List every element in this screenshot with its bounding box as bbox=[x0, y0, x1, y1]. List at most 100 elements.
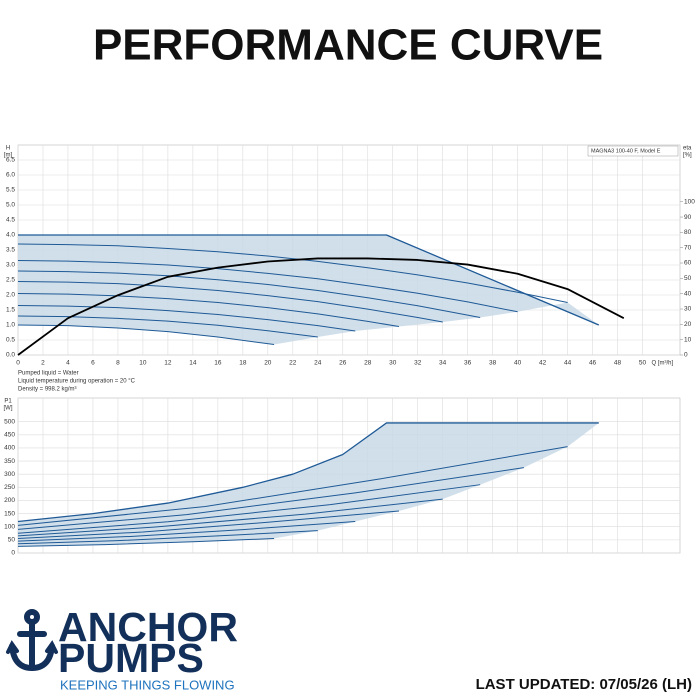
y-tick-label: 4.0 bbox=[6, 232, 15, 239]
curve bbox=[17, 243, 568, 303]
x-tick-label: 42 bbox=[539, 360, 547, 367]
y2-tick-label: 40 bbox=[684, 290, 692, 297]
x-tick-label: 2 bbox=[41, 360, 45, 367]
curve bbox=[17, 281, 443, 323]
y-tick-label: 3.5 bbox=[6, 247, 15, 254]
y-tick-label: 5.0 bbox=[6, 202, 15, 209]
logo-tagline: KEEPING THINGS FLOWING bbox=[60, 677, 235, 692]
x-tick-label: 20 bbox=[264, 360, 272, 367]
x-tick-label: 10 bbox=[139, 360, 147, 367]
y-tick-label: 0.5 bbox=[6, 337, 15, 344]
x-tick-label: 46 bbox=[589, 360, 597, 367]
y-tick-label: 5.5 bbox=[6, 187, 15, 194]
y2-tick-label: 70 bbox=[684, 244, 692, 251]
charts: 0 2 4 6 8 10 12 14 16 18 20 22 24 26 28 30 32 34 36 38 40 42 4… bbox=[4, 144, 695, 557]
x-tick-label: 6 bbox=[91, 360, 95, 367]
y-tick-label: 300 bbox=[4, 471, 15, 478]
curve bbox=[17, 538, 275, 547]
y2-tick-label: 60 bbox=[684, 260, 692, 267]
last-updated: LAST UPDATED: 07/05/26 (LH) bbox=[476, 676, 692, 693]
x-tick-label: 16 bbox=[214, 360, 222, 367]
x-axis-label: Q [m³/h] bbox=[652, 361, 674, 367]
curve bbox=[17, 520, 356, 542]
y-tick-label: 500 bbox=[4, 418, 15, 425]
x-tick-label: 34 bbox=[439, 360, 447, 367]
curve bbox=[17, 510, 400, 540]
x-tick-label: 32 bbox=[414, 360, 422, 367]
x-tick-label: 40 bbox=[514, 360, 522, 367]
y-tick-label: 0 bbox=[11, 550, 15, 557]
y-axis-label: [W] bbox=[4, 406, 13, 412]
y-tick-label: 200 bbox=[4, 497, 15, 504]
curve bbox=[17, 270, 481, 318]
efficiency-curve bbox=[17, 257, 625, 356]
x-tick-label: 4 bbox=[66, 360, 70, 367]
curve bbox=[17, 324, 275, 345]
curve bbox=[17, 467, 524, 530]
note: Density = 998.2 kg/m³ bbox=[18, 387, 77, 393]
y2-tick-label: 80 bbox=[684, 229, 692, 236]
curve bbox=[18, 234, 600, 326]
y-tick-label: 6.0 bbox=[6, 172, 15, 179]
x-tick-label: 28 bbox=[364, 360, 372, 367]
y-axis-label: H bbox=[6, 146, 10, 152]
y-tick-label: 1.0 bbox=[6, 322, 15, 329]
page-title: PERFORMANCE CURVE bbox=[93, 21, 603, 70]
x-tick-label: 30 bbox=[389, 360, 397, 367]
curve bbox=[17, 260, 518, 313]
y2-axis-label: [%] bbox=[683, 153, 692, 159]
y2-tick-label: 90 bbox=[684, 214, 692, 221]
y-tick-label: 450 bbox=[4, 431, 15, 438]
y2-tick-label: 50 bbox=[684, 275, 692, 282]
operating-range bbox=[18, 422, 599, 547]
y2-tick-label: 0 bbox=[684, 352, 688, 359]
note: Liquid temperature during operation = 20… bbox=[18, 379, 136, 385]
x-tick-label: 8 bbox=[116, 360, 120, 367]
y-tick-label: 4.5 bbox=[6, 217, 15, 224]
y2-tick-label: 30 bbox=[684, 306, 692, 313]
x-tick-label: 36 bbox=[464, 360, 472, 367]
y2-tick-label: 10 bbox=[684, 336, 692, 343]
curve bbox=[17, 315, 318, 338]
y-axis-label: [m] bbox=[4, 153, 13, 159]
annotation: MAGNA3 100-40 F, Model E bbox=[591, 148, 661, 154]
y2-tick-label: 20 bbox=[684, 321, 692, 328]
x-tick-label: 24 bbox=[314, 360, 322, 367]
curve bbox=[17, 305, 356, 332]
y-tick-label: 100 bbox=[4, 523, 15, 530]
x-tick-label: 48 bbox=[614, 360, 622, 367]
y-tick-label: 2.5 bbox=[6, 277, 15, 284]
curve bbox=[17, 530, 318, 545]
x-tick-label: 14 bbox=[189, 360, 197, 367]
y-tick-label: 1.5 bbox=[6, 307, 15, 314]
y-tick-label: 0.0 bbox=[6, 352, 15, 359]
x-tick-label: 0 bbox=[16, 360, 20, 367]
x-tick-label: 26 bbox=[339, 360, 347, 367]
logo-text: PUMPS bbox=[58, 635, 204, 681]
y-tick-label: 2.0 bbox=[6, 292, 15, 299]
curve bbox=[17, 422, 599, 523]
logo-text: ANCHOR bbox=[58, 604, 238, 650]
curve bbox=[17, 484, 481, 534]
x-tick-label: 18 bbox=[239, 360, 247, 367]
y-tick-label: 350 bbox=[4, 458, 15, 465]
x-tick-label: 22 bbox=[289, 360, 297, 367]
y-tick-label: 6.5 bbox=[6, 157, 15, 164]
curve bbox=[17, 498, 443, 537]
y-tick-label: 250 bbox=[4, 484, 15, 491]
y2-axis-label: eta bbox=[683, 146, 692, 152]
curve bbox=[17, 293, 400, 327]
x-tick-label: 44 bbox=[564, 360, 572, 367]
anchor-icon bbox=[6, 609, 58, 672]
x-tick-label: 50 bbox=[639, 360, 647, 367]
curve bbox=[17, 446, 568, 526]
y-tick-label: 3.0 bbox=[6, 262, 15, 269]
y-axis-label: P1 bbox=[4, 399, 12, 405]
y-tick-label: 50 bbox=[8, 537, 16, 544]
y-tick-label: 150 bbox=[4, 510, 15, 517]
note: Pumped liquid = Water bbox=[18, 371, 79, 377]
x-tick-label: 38 bbox=[489, 360, 497, 367]
x-tick-label: 12 bbox=[164, 360, 172, 367]
annotation-box bbox=[587, 145, 679, 157]
